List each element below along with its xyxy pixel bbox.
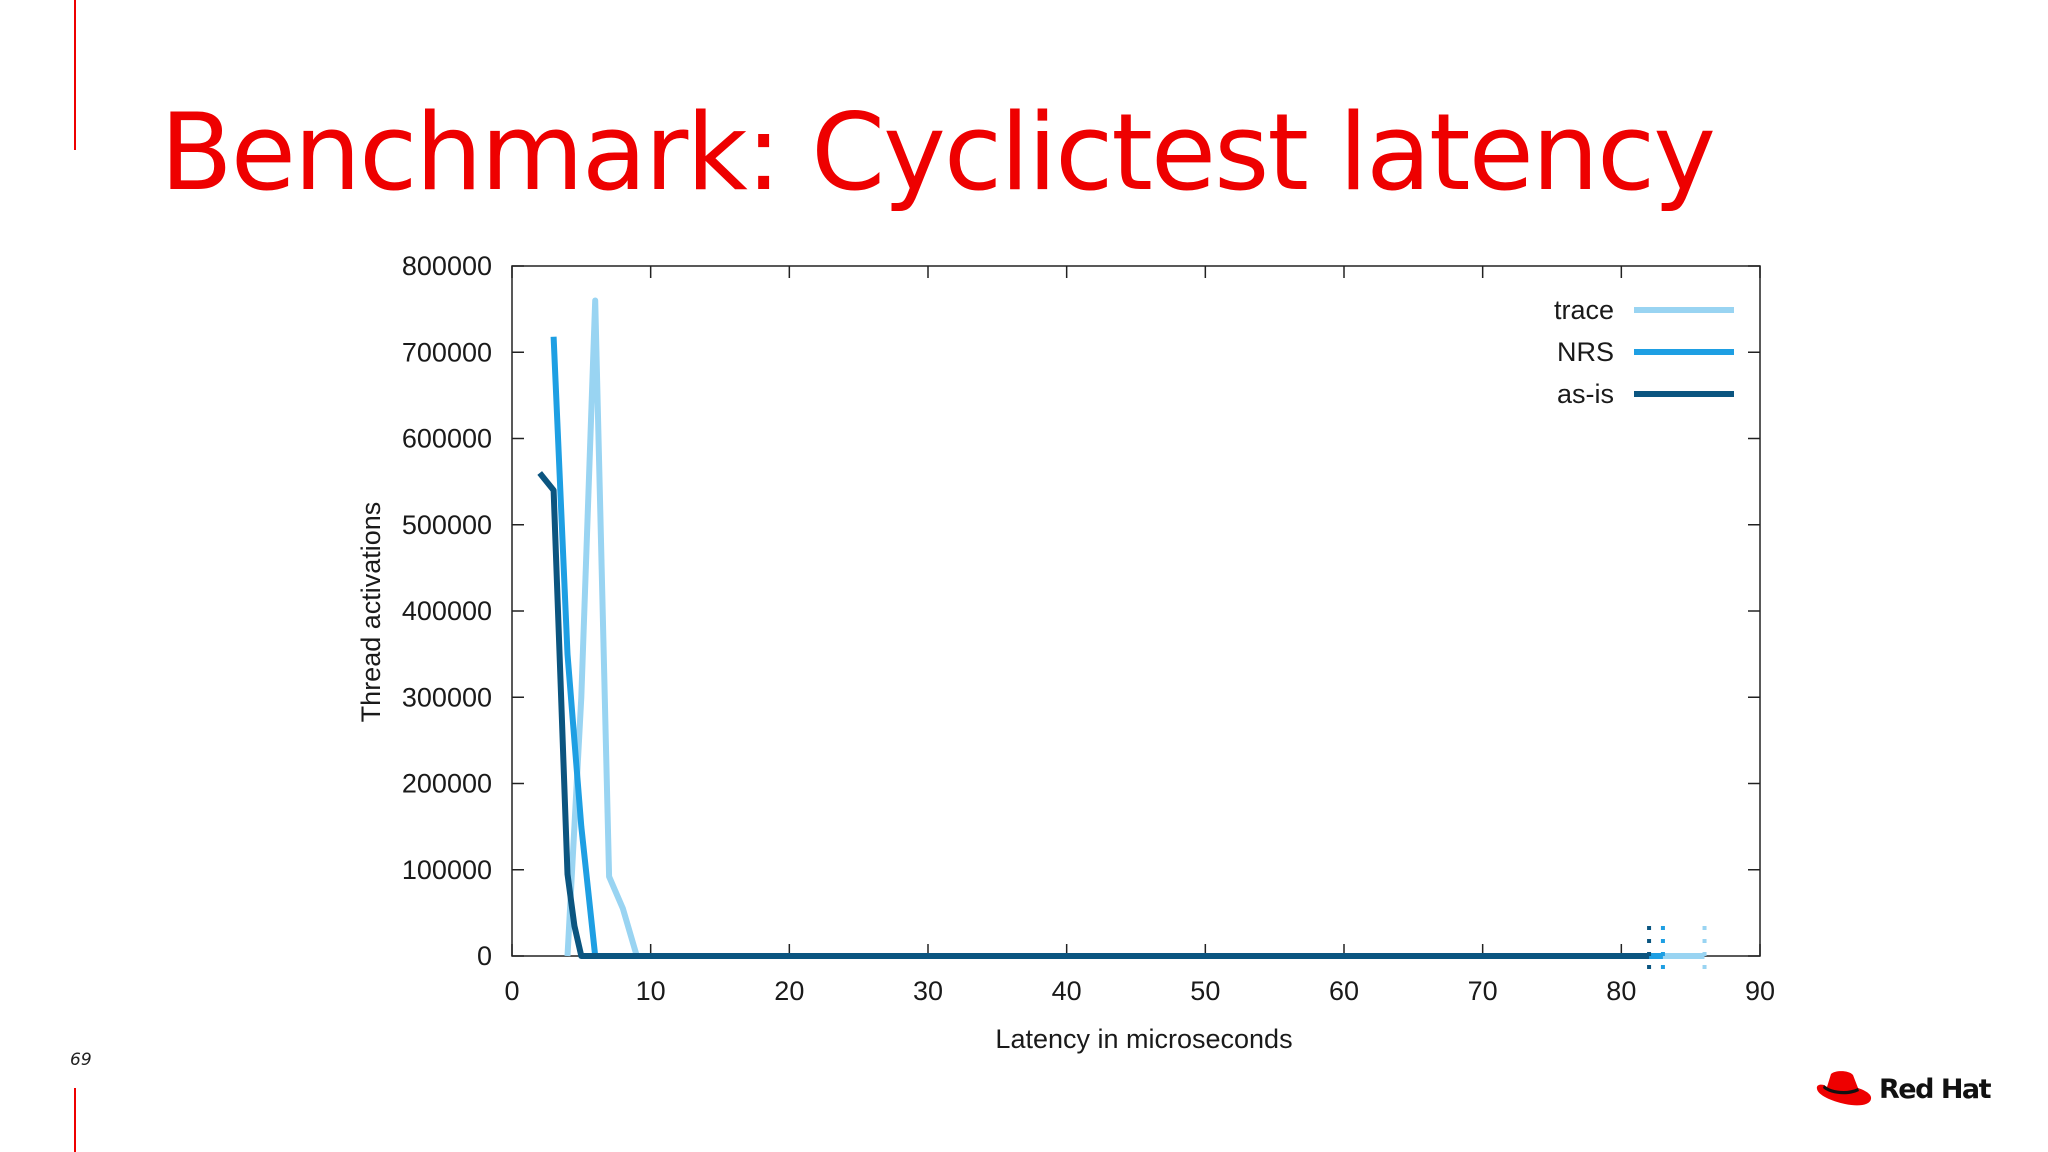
y-tick-label: 300000: [402, 682, 492, 712]
x-tick-label: 20: [774, 976, 804, 1006]
brand-wordmark: Red Hat: [1879, 1073, 1992, 1105]
series-line-as-is: [537, 471, 1650, 959]
legend-label-trace: trace: [1554, 295, 1614, 325]
accent-line-top: [74, 0, 76, 150]
y-axis-label: Thread activations: [356, 502, 386, 723]
red-hat-fedora-icon: [1816, 1071, 1872, 1106]
x-axis-label: Latency in microseconds: [995, 1024, 1292, 1054]
series-line-trace: [564, 297, 1705, 959]
y-tick-label: 800000: [402, 251, 492, 281]
y-tick-label: 600000: [402, 424, 492, 454]
x-tick-label: 90: [1745, 976, 1775, 1006]
legend-label-nrs: NRS: [1557, 337, 1614, 367]
series-line-nrs: [550, 336, 1663, 959]
x-tick-label: 60: [1329, 976, 1359, 1006]
x-tick-label: 0: [504, 976, 519, 1006]
y-tick-label: 500000: [402, 510, 492, 540]
legend-label-as-is: as-is: [1557, 379, 1614, 409]
slide-number: 69: [70, 1050, 92, 1070]
plot-frame: [511, 265, 1761, 957]
accent-line-bottom: [74, 1088, 76, 1152]
slide-title: Benchmark: Cyclictest latency: [160, 91, 1716, 214]
x-tick-label: 70: [1468, 976, 1498, 1006]
y-tick-label: 400000: [402, 596, 492, 626]
x-tick-label: 30: [913, 976, 943, 1006]
y-tick-label: 700000: [402, 337, 492, 367]
x-tick-label: 10: [636, 976, 666, 1006]
y-tick-label: 0: [477, 941, 492, 971]
red-hat-logo: Red Hat: [1815, 1068, 1992, 1110]
x-tick-label: 50: [1190, 976, 1220, 1006]
x-tick-label: 40: [1052, 976, 1082, 1006]
y-tick-label: 100000: [402, 855, 492, 885]
x-tick-label: 80: [1606, 976, 1636, 1006]
y-tick-label: 200000: [402, 769, 492, 799]
